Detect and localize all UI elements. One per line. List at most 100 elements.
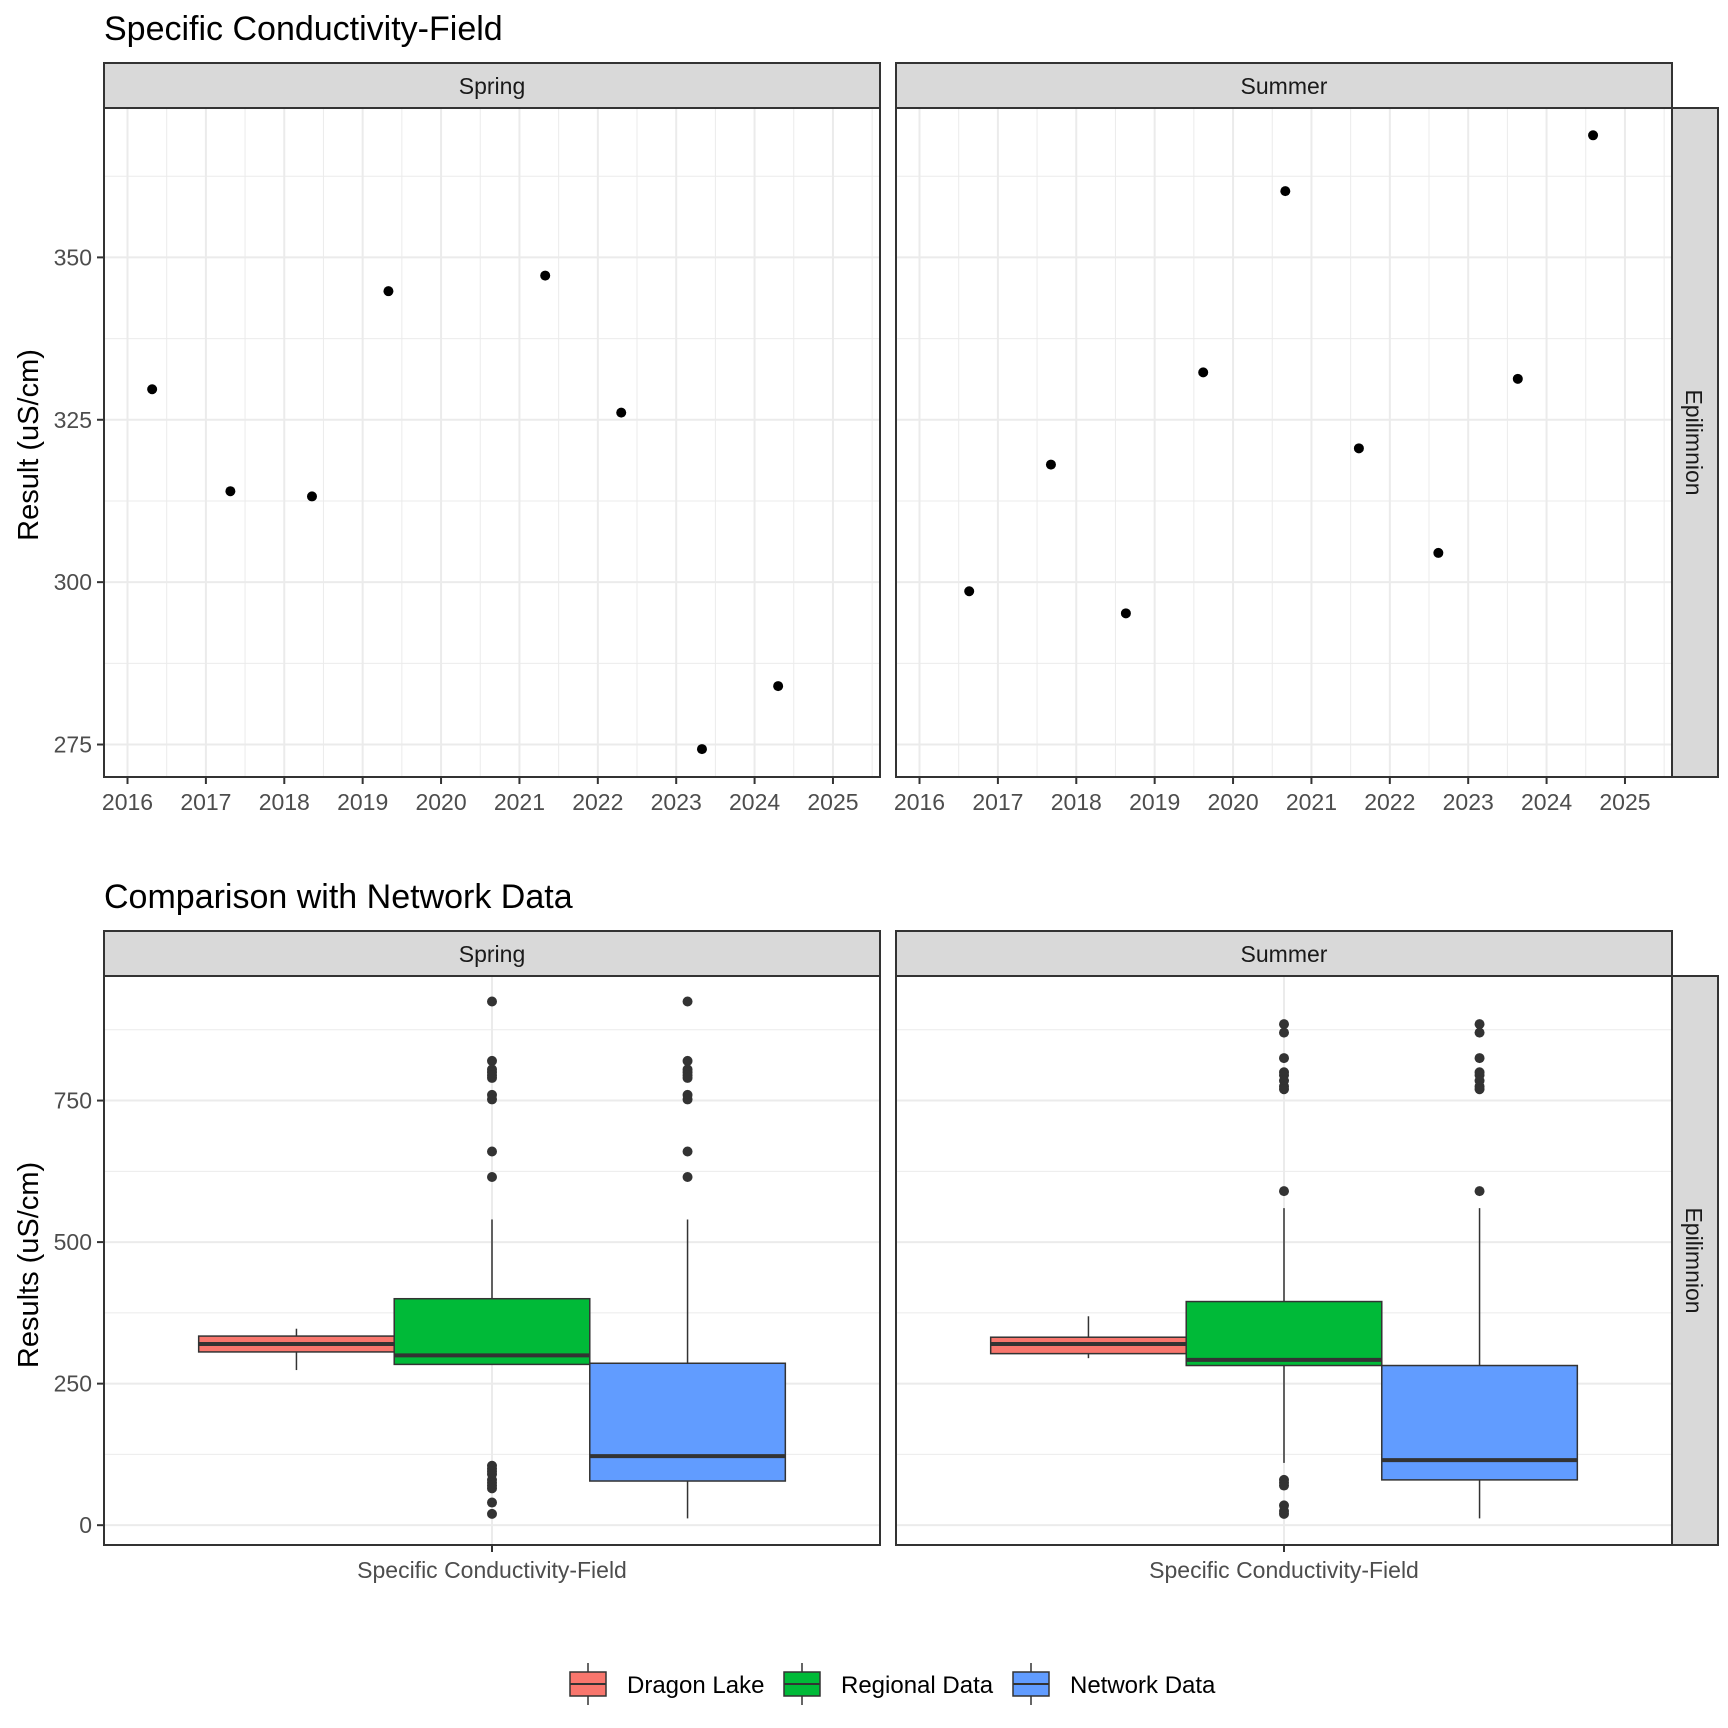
network-data-outlier: [1474, 1019, 1485, 1030]
regional-data-outlier: [1279, 1186, 1289, 1197]
bottom-row-strip: [1671, 975, 1719, 1546]
top-panel-summer-background: [896, 108, 1672, 777]
regional-data-outlier: [487, 1497, 497, 1508]
x-tick-label: 2022: [572, 789, 623, 815]
legend-label-network-data: Network Data: [1070, 1672, 1216, 1699]
data-point: [306, 491, 317, 502]
data-point: [616, 407, 627, 418]
bottom-panel-summer-strip-label: Summer: [1241, 941, 1328, 967]
x-tick-label: 2021: [1286, 789, 1337, 815]
x-tick-label: 2021: [494, 789, 545, 815]
x-tick-label: 2024: [729, 789, 780, 815]
legend-label-dragon-lake: Dragon Lake: [627, 1672, 764, 1699]
data-point: [1353, 443, 1364, 454]
x-tick-label: Specific Conductivity-Field: [1149, 1557, 1419, 1583]
regional-data-iqr-box: [1185, 1300, 1383, 1367]
top-panel-spring-strip-label: Spring: [459, 73, 525, 99]
bottom-y-axis-title: Results (uS/cm): [13, 1162, 45, 1368]
y-tick-label: 350: [54, 244, 92, 270]
regional-data-outlier: [487, 1094, 497, 1105]
regional-data-outlier: [487, 1072, 497, 1083]
dragon-lake-box: [989, 1316, 1187, 1359]
legend: Dragon Lake Regional Data Network Data: [569, 1663, 1216, 1705]
y-tick-label: 750: [54, 1088, 92, 1114]
regional-data-box: [393, 996, 591, 1519]
network-data-iqr-box: [1381, 1364, 1579, 1481]
regional-data-outlier: [487, 1171, 497, 1182]
network-data-outlier: [1474, 1084, 1485, 1095]
x-tick-label: 2020: [415, 789, 466, 815]
legend-item-regional-data: Regional Data: [783, 1663, 994, 1705]
data-point: [964, 586, 975, 597]
x-tick-label: 2020: [1207, 789, 1258, 815]
top-y-axis-title: Result (uS/cm): [13, 349, 45, 541]
top-panel-spring-background: [104, 108, 880, 777]
data-point: [1045, 459, 1056, 470]
regional-data-outlier: [1279, 1053, 1289, 1064]
data-point: [1512, 373, 1523, 384]
top-panel-spring: Spring 2016 2017 2018 2019 2020 2021 2022 2023 20…: [102, 62, 881, 815]
network-data-outlier: [1474, 1053, 1485, 1064]
data-point: [773, 681, 784, 692]
x-tick-label: 2017: [180, 789, 231, 815]
y-tick-label: 500: [54, 1229, 92, 1255]
regional-data-outlier: [487, 1483, 497, 1494]
bottom-plot-title: Comparison with Network Data: [104, 878, 573, 916]
network-data-outlier: [682, 1146, 693, 1157]
bottom-panel-spring-strip-label: Spring: [459, 941, 525, 967]
regional-data-outlier: [487, 1146, 497, 1157]
data-point: [1280, 186, 1291, 197]
top-panel-summer-strip-label: Summer: [1241, 73, 1328, 99]
regional-data-box: [1185, 1019, 1383, 1519]
top-plot-title: Specific Conductivity-Field: [104, 10, 503, 48]
network-data-outlier: [682, 996, 693, 1007]
y-tick-label: 250: [54, 1371, 92, 1397]
data-point: [1433, 547, 1444, 558]
bottom-panel-spring-strip: [103, 930, 881, 977]
x-tick-label: 2019: [1129, 789, 1180, 815]
top-panel-summer-strip: [895, 62, 1673, 109]
data-point: [147, 384, 158, 395]
network-data-box: [589, 996, 787, 1519]
x-tick-label: 2017: [972, 789, 1023, 815]
regional-data-outlier: [1279, 1084, 1289, 1095]
x-tick-label: 2018: [1051, 789, 1102, 815]
regional-data-outlier: [1279, 1019, 1289, 1030]
data-point: [1198, 367, 1209, 378]
top-row-strip-label: Epilimnion: [1681, 389, 1707, 495]
network-data-outlier: [682, 1094, 693, 1105]
network-data-outlier: [1474, 1027, 1485, 1038]
x-tick-label: Specific Conductivity-Field: [357, 1557, 627, 1583]
y-tick-label: 325: [54, 407, 92, 433]
regional-data-outlier: [1279, 1480, 1289, 1491]
x-tick-label: 2024: [1521, 789, 1572, 815]
x-tick-label: 2023: [1443, 789, 1494, 815]
y-tick-label: 275: [54, 732, 92, 758]
network-data-box: [1381, 1019, 1579, 1519]
data-point: [540, 270, 551, 281]
top-panel-spring-strip: [103, 62, 881, 109]
x-tick-label: 2016: [102, 789, 153, 815]
data-point: [696, 744, 707, 755]
data-point: [383, 286, 394, 297]
scatter-plot: Spring 2016 2017 2018 2019 2020 2021 2022 2023 20…: [54, 62, 1719, 815]
x-tick-label: 2016: [894, 789, 945, 815]
regional-data-outlier: [487, 1055, 497, 1066]
y-tick-label: 0: [79, 1512, 92, 1538]
x-tick-label: 2023: [651, 789, 702, 815]
network-data-outlier: [682, 1072, 693, 1083]
x-tick-label: 2025: [1599, 789, 1650, 815]
regional-data-outlier: [1279, 1027, 1289, 1038]
data-point: [1588, 130, 1599, 141]
top-row-strip: [1671, 107, 1719, 778]
y-tick-label: 300: [54, 569, 92, 595]
legend-item-dragon-lake: Dragon Lake: [569, 1663, 764, 1705]
bottom-row-strip-label: Epilimnion: [1681, 1207, 1707, 1313]
x-tick-label: 2019: [337, 789, 388, 815]
bottom-panel-summer: Summer Specific Conductivity-Field: [895, 930, 1673, 1583]
data-point: [1120, 608, 1131, 619]
network-data-outlier: [1474, 1186, 1485, 1197]
bottom-panel-summer-strip: [895, 930, 1673, 977]
bottom-panel-spring: Spring Specific Conductivity-Field: [103, 930, 881, 1583]
